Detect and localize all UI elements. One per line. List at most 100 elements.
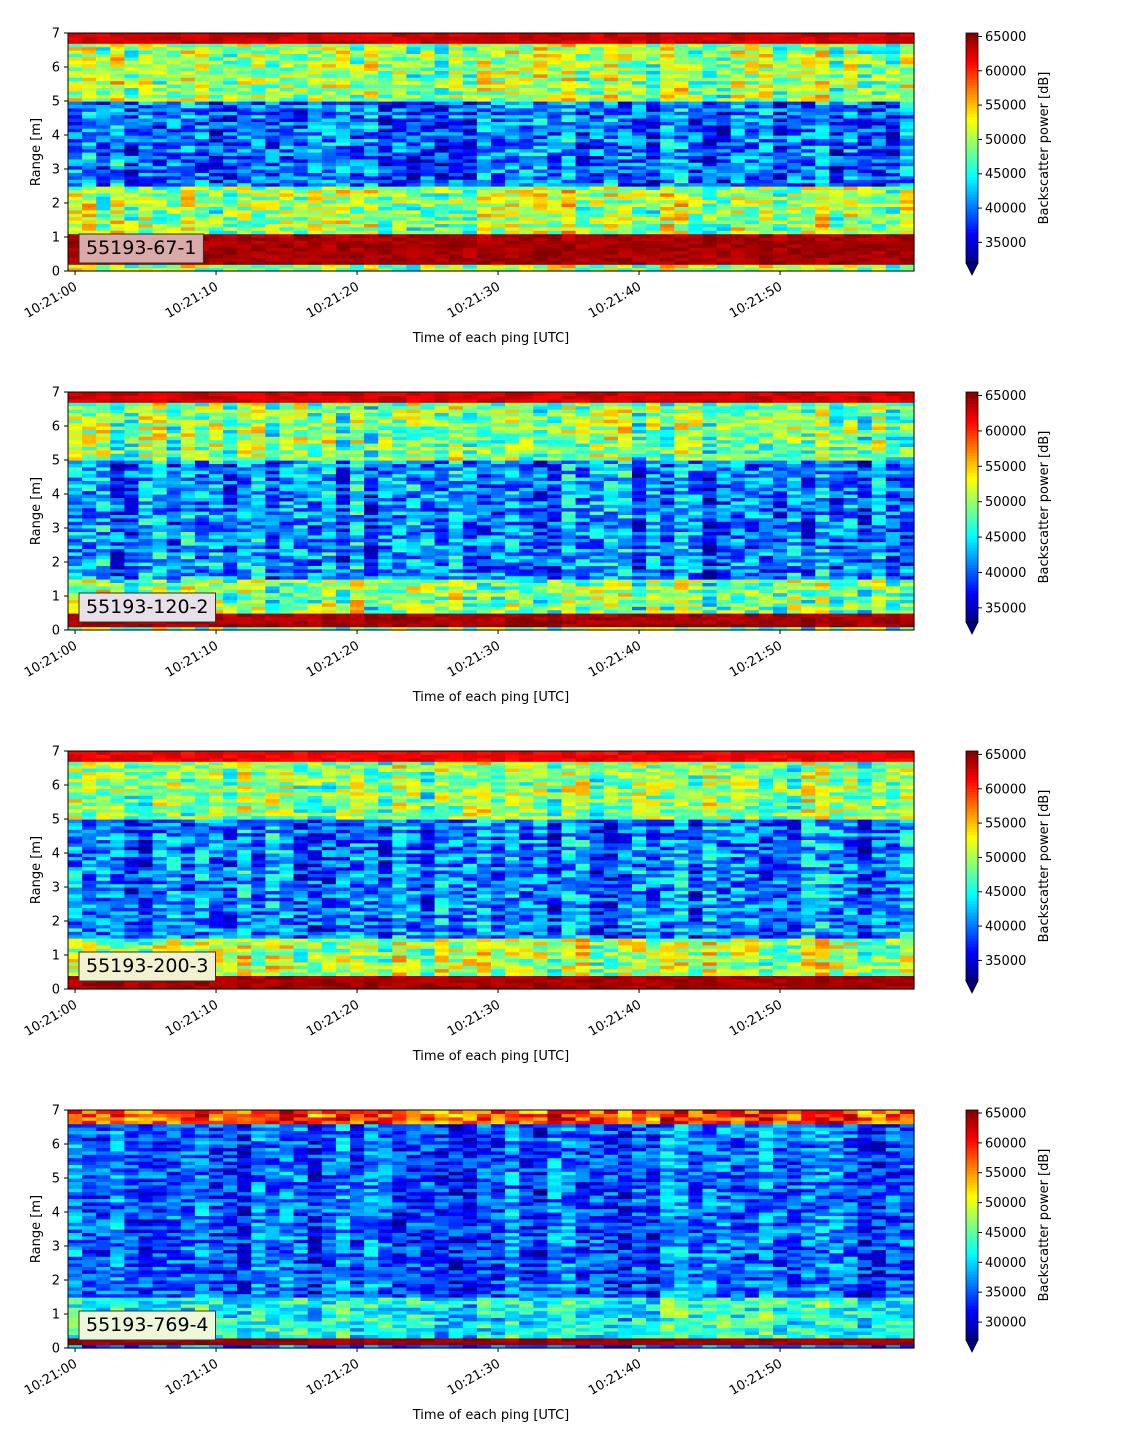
colorbar-tick-label: 35000 <box>985 236 1026 251</box>
heatmap-cell <box>124 217 139 221</box>
heatmap-cell <box>787 183 802 187</box>
heatmap-cell <box>717 234 732 238</box>
heatmap-cell <box>82 183 97 187</box>
heatmap-cell <box>900 227 915 231</box>
heatmap-cell <box>505 183 520 187</box>
heatmap-cell <box>167 453 182 457</box>
colorbar-tick-label: 50000 <box>985 133 1026 148</box>
heatmap-cell <box>562 234 577 238</box>
heatmap-cell <box>703 227 718 231</box>
heatmap-cell <box>688 234 703 238</box>
heatmap-cell <box>265 166 280 170</box>
heatmap-cell <box>646 244 661 248</box>
heatmap-cell <box>576 217 591 221</box>
heatmap-cell <box>153 392 168 396</box>
heatmap-cell <box>280 234 295 238</box>
heatmap-cell <box>815 264 830 268</box>
heatmap-cell <box>181 402 196 406</box>
heatmap-cell <box>674 193 689 197</box>
heatmap-cell <box>68 176 83 180</box>
heatmap-cell <box>745 132 760 136</box>
heatmap-cell <box>703 132 718 136</box>
heatmap-cell <box>491 176 506 180</box>
heatmap-cell <box>449 149 464 153</box>
heatmap-cell <box>68 470 83 474</box>
heatmap-cell <box>82 470 97 474</box>
heatmap-cell <box>745 244 760 248</box>
heatmap-cell <box>703 251 718 255</box>
heatmap-cell <box>96 217 111 221</box>
heatmap-cell <box>392 149 407 153</box>
heatmap-cell <box>886 132 901 136</box>
heatmap-cell <box>124 183 139 187</box>
heatmap-cell <box>110 132 125 136</box>
heatmap-cell <box>167 183 182 187</box>
heatmap-cell <box>406 200 421 204</box>
heatmap-cell <box>139 149 154 153</box>
heatmap-cell <box>576 166 591 170</box>
heatmap-cell <box>519 244 534 248</box>
heatmap-cell <box>153 487 168 491</box>
heatmap-cell <box>223 217 238 221</box>
heatmap-cell <box>872 193 887 197</box>
heatmap-cell <box>590 244 605 248</box>
heatmap-cell <box>759 227 774 231</box>
heatmap-cell <box>251 132 266 136</box>
heatmap-cell <box>153 176 168 180</box>
heatmap-cell <box>576 176 591 180</box>
colorbar: 35000400004500050000550006000065000Backs… <box>966 30 1052 275</box>
heatmap-cell <box>124 504 139 508</box>
heatmap-cell <box>82 166 97 170</box>
heatmap-cell <box>209 176 224 180</box>
heatmap-cell <box>406 217 421 221</box>
heatmap-cell <box>491 244 506 248</box>
heatmap-cell <box>110 176 125 180</box>
heatmap-cell <box>68 132 83 136</box>
heatmap-cell <box>505 149 520 153</box>
heatmap-cell <box>618 264 633 268</box>
heatmap-cell <box>505 132 520 136</box>
heatmap-cell <box>787 193 802 197</box>
heatmap-cell <box>759 251 774 255</box>
heatmap-cell <box>223 149 238 153</box>
heatmap-cell <box>68 183 83 187</box>
heatmap-cell <box>195 217 210 221</box>
heatmap-cell <box>533 251 548 255</box>
heatmap-cell <box>646 149 661 153</box>
panel-label: 55193-67-1 <box>79 234 203 263</box>
heatmap-cell <box>294 149 309 153</box>
heatmap-cell <box>449 200 464 204</box>
heatmap-cell <box>392 217 407 221</box>
heatmap-cell <box>308 132 323 136</box>
heatmap-cell <box>505 264 520 268</box>
heatmap-cell <box>223 264 238 268</box>
heatmap-cell <box>745 217 760 221</box>
heatmap-cell <box>844 217 859 221</box>
heatmap-cell <box>251 264 266 268</box>
heatmap-cell <box>660 264 675 268</box>
heatmap-cell <box>251 33 266 37</box>
heatmap-cell <box>110 402 125 406</box>
heatmap-cell <box>900 210 915 214</box>
heatmap-cell <box>759 132 774 136</box>
heatmap-cell <box>858 200 873 204</box>
heatmap-cell <box>618 210 633 214</box>
heatmap-cell <box>82 453 97 457</box>
heatmap-cell <box>406 227 421 231</box>
heatmap-cell <box>421 159 436 163</box>
heatmap-cell <box>167 142 182 146</box>
heatmap-cell <box>124 33 139 37</box>
x-tick-label: 10:21:10 <box>163 279 221 321</box>
heatmap-cell <box>435 159 450 163</box>
heatmap-cell <box>167 217 182 221</box>
colorbar-tick-label: 55000 <box>985 99 1026 114</box>
heatmap-cell <box>491 159 506 163</box>
heatmap-cell <box>858 210 873 214</box>
heatmap-cell <box>505 166 520 170</box>
heatmap-cell <box>435 244 450 248</box>
heatmap-cell <box>477 234 492 238</box>
heatmap-cell <box>533 244 548 248</box>
heatmap-cell <box>139 217 154 221</box>
heatmap-cell <box>181 149 196 153</box>
heatmap-cell <box>463 244 478 248</box>
